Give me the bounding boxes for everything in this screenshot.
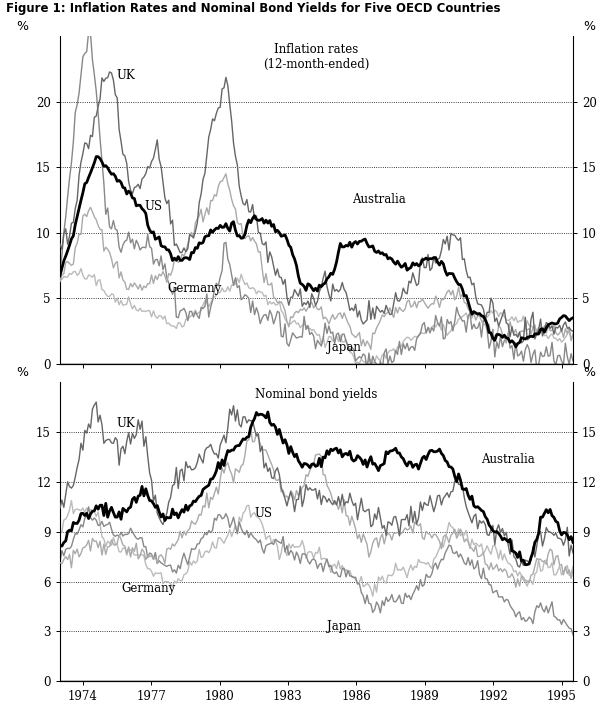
Text: Japan: Japan [327,341,361,354]
Text: Japan: Japan [327,621,361,634]
Text: UK: UK [116,417,135,430]
Text: UK: UK [116,68,135,81]
Text: Germany: Germany [168,282,222,295]
Text: %: % [16,19,28,32]
Text: Germany: Germany [122,582,176,595]
Text: %: % [16,366,28,379]
Text: Australia: Australia [481,453,535,466]
Text: Inflation rates
(12-month-ended): Inflation rates (12-month-ended) [263,43,370,71]
Text: US: US [255,507,273,520]
Text: %: % [583,19,595,32]
Text: US: US [145,200,163,213]
Text: %: % [583,366,595,379]
Text: Figure 1: Inflation Rates and Nominal Bond Yields for Five OECD Countries: Figure 1: Inflation Rates and Nominal Bo… [6,2,500,15]
Text: Australia: Australia [352,193,406,206]
Text: Nominal bond yields: Nominal bond yields [256,388,377,401]
